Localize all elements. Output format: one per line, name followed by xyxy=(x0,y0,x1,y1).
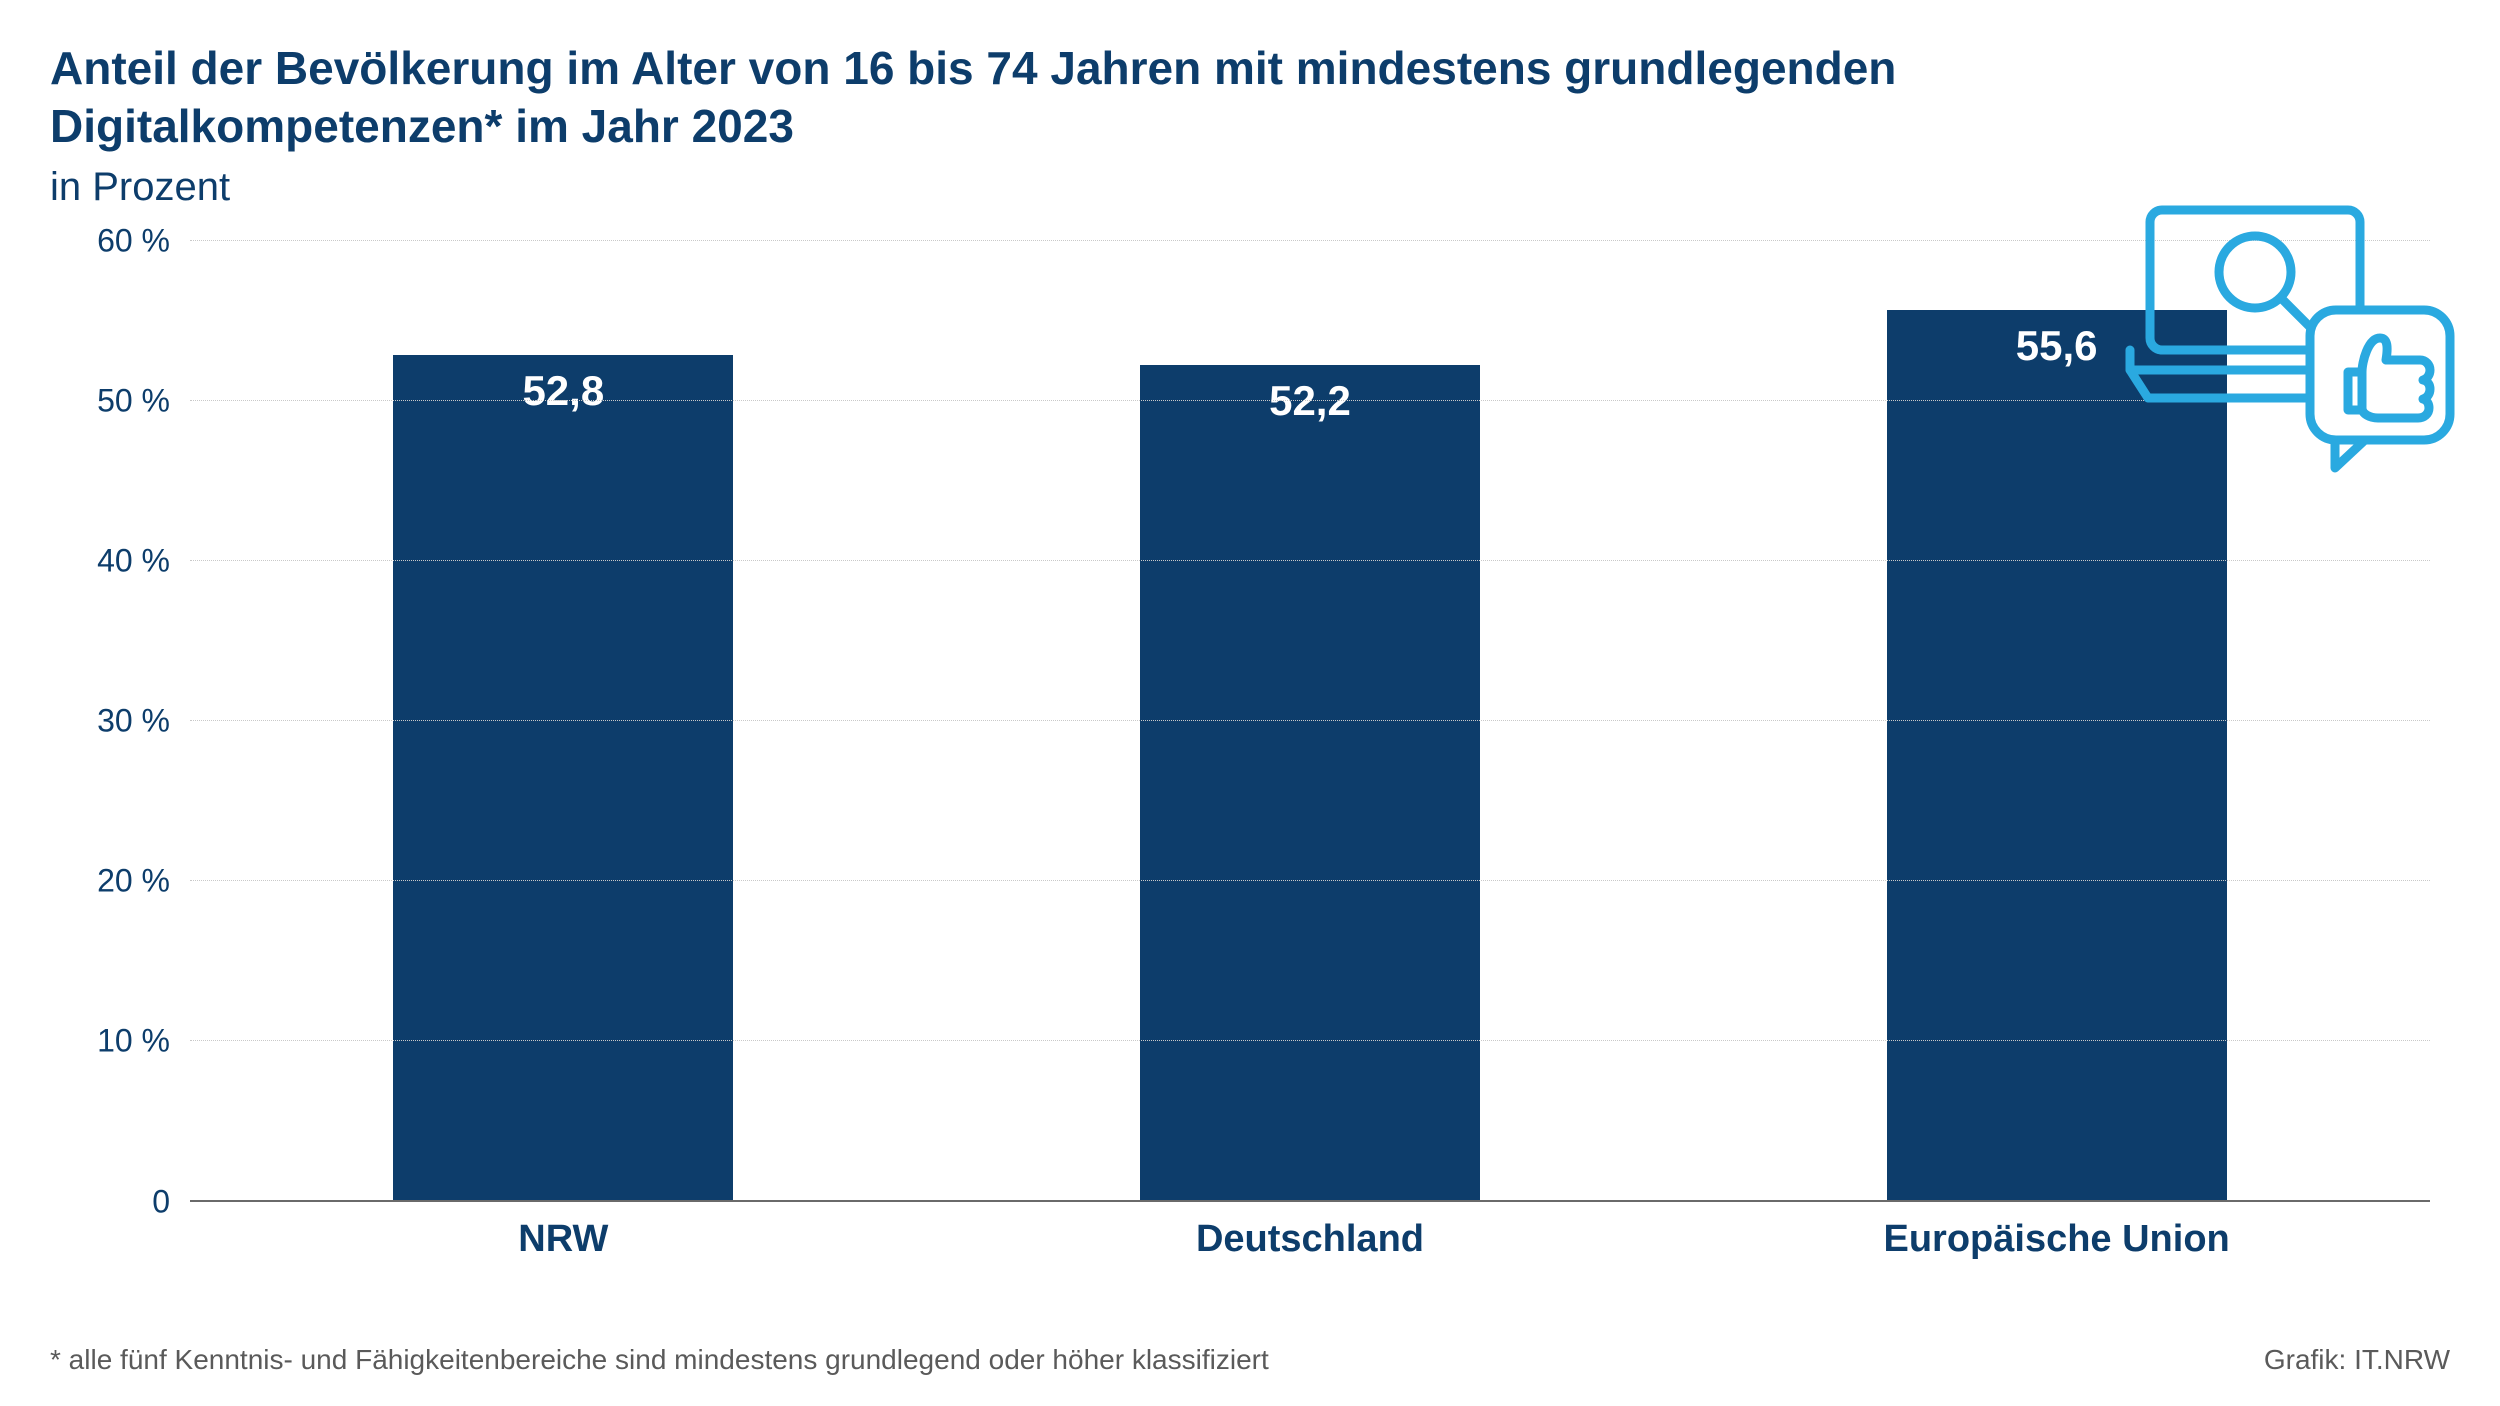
y-tick-label: 60 % xyxy=(97,223,190,260)
y-tick-label: 20 % xyxy=(97,863,190,900)
footnote-text: * alle fünf Kenntnis- und Fähigkeitenber… xyxy=(50,1344,1269,1376)
chart-title: Anteil der Bevölkerung im Alter von 16 b… xyxy=(50,40,2100,155)
gridline: 50 % xyxy=(190,400,2430,401)
x-axis-label: Deutschland xyxy=(937,1200,1684,1280)
x-axis-label: Europäische Union xyxy=(1683,1200,2430,1280)
gridline: 30 % xyxy=(190,720,2430,721)
bar: 52,2 xyxy=(1140,365,1480,1200)
chart-container: Anteil der Bevölkerung im Alter von 16 b… xyxy=(0,0,2500,1406)
gridline: 60 % xyxy=(190,240,2430,241)
laptop-thumbsup-icon xyxy=(2120,200,2460,480)
credit-text: Grafik: IT.NRW xyxy=(2264,1344,2450,1376)
gridline: 20 % xyxy=(190,880,2430,881)
bar-value-label: 55,6 xyxy=(2016,322,2098,370)
y-tick-label: 0 xyxy=(152,1184,190,1221)
gridline: 40 % xyxy=(190,560,2430,561)
x-axis-label: NRW xyxy=(190,1200,937,1280)
gridline: 10 % xyxy=(190,1040,2430,1041)
chart-subtitle: in Prozent xyxy=(50,165,2450,210)
y-tick-label: 30 % xyxy=(97,703,190,740)
chart-plot-area: 52,8 52,2 55,6 0 10 % 20 % 30 % 40 % 50 % 60 % N… xyxy=(50,240,2450,1280)
y-tick-label: 50 % xyxy=(97,383,190,420)
y-tick-label: 40 % xyxy=(97,543,190,580)
x-axis-labels: NRWDeutschlandEuropäische Union xyxy=(190,1200,2430,1280)
bar-value-label: 52,8 xyxy=(522,367,604,415)
plot-region: 52,852,255,6 010 %20 %30 %40 %50 %60 % xyxy=(190,240,2430,1200)
bar: 52,8 xyxy=(393,355,733,1200)
y-tick-label: 10 % xyxy=(97,1023,190,1060)
